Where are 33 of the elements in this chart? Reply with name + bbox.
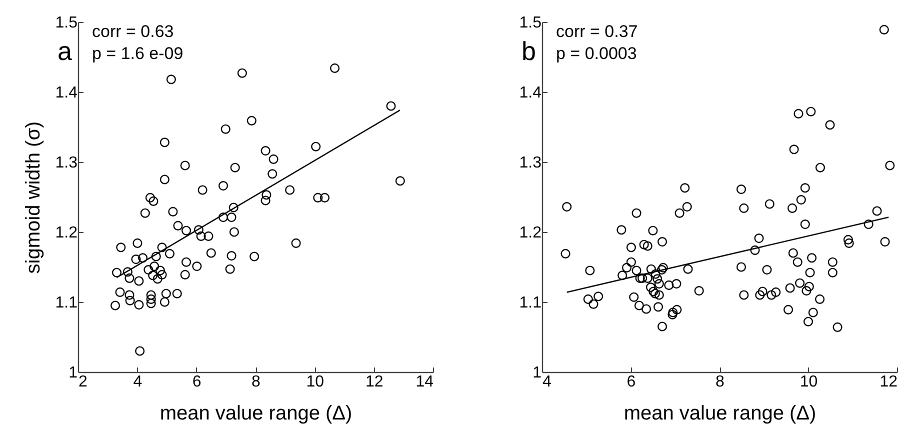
x-tick-label: 6 [626, 374, 636, 390]
x-tick-label: 2 [78, 374, 88, 390]
text: a [58, 36, 73, 66]
x-tick-label: 12 [880, 374, 898, 390]
x-tick-label: 10 [800, 374, 818, 390]
y-axis-title: sigmoid width (σ) [22, 121, 44, 274]
x-axis-title: mean value range (Δ) [624, 402, 816, 424]
annotation: corr = 0.63 [92, 22, 174, 41]
text: b [522, 36, 536, 66]
x-tick-label: 12 [365, 374, 384, 390]
x-tick-label: 4 [542, 374, 552, 390]
x-tick-label: 6 [192, 374, 202, 390]
x-tick-label: 8 [252, 374, 261, 390]
annotation: corr = 0.37 [556, 22, 638, 41]
x-tick-label: 10 [306, 374, 324, 390]
x-tick-label: 8 [716, 374, 725, 390]
y-tick-label: 1.5 [519, 14, 542, 32]
y-tick-label: 1.1 [55, 294, 78, 312]
y-tick-label: 1.2 [519, 224, 542, 242]
y-tick-label: 1.3 [519, 154, 542, 172]
y-tick-label: 1.2 [55, 224, 78, 242]
y-tick-label: 1.4 [55, 84, 78, 102]
annotation: p = 0.0003 [556, 44, 637, 63]
y-tick-label: 1.3 [55, 154, 78, 172]
x-tick-label: 14 [416, 374, 434, 390]
y-tick-label: 1 [532, 364, 542, 382]
y-tick-label: 1 [68, 364, 78, 382]
x-axis-title: mean value range (Δ) [160, 402, 352, 424]
x-tick-label: 4 [133, 374, 142, 390]
y-tick-label: 1.4 [519, 84, 542, 102]
y-tick-label: 1.1 [519, 294, 542, 312]
annotation: p = 1.6 e-09 [92, 44, 184, 63]
y-tick-label: 1.5 [55, 14, 78, 32]
